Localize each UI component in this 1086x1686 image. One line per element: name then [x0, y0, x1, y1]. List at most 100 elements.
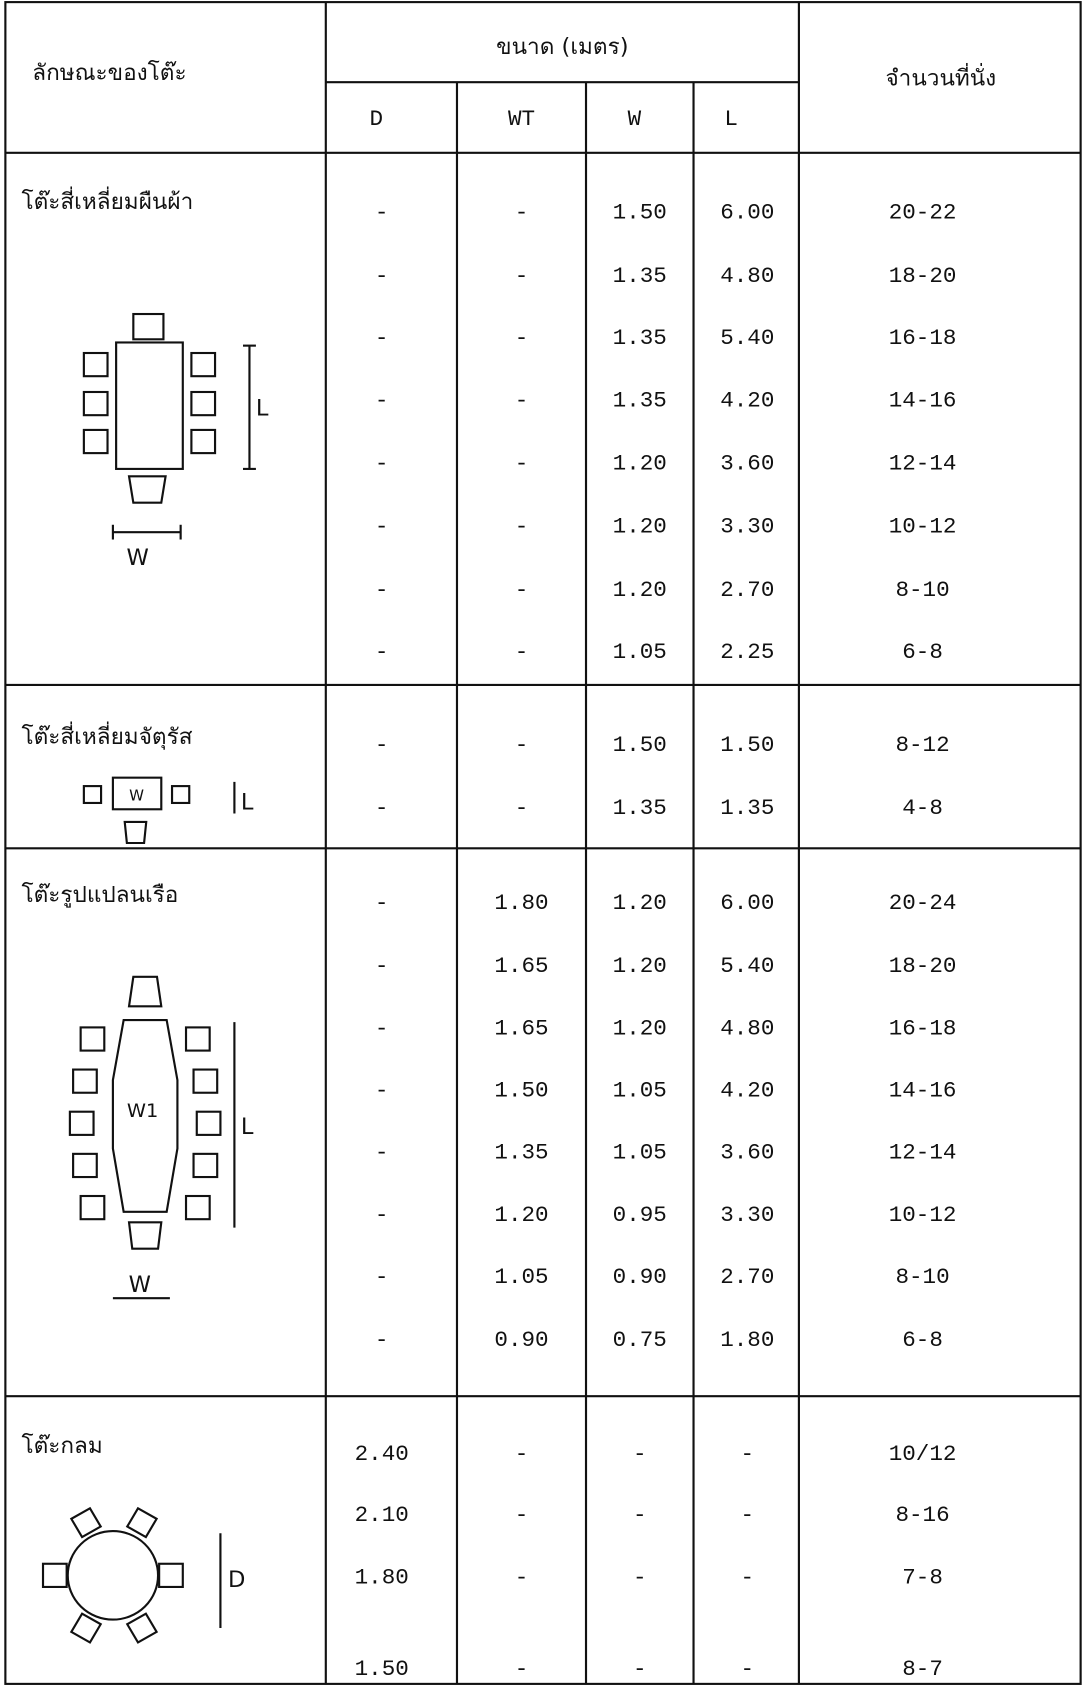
table-cell: 4.80: [720, 1015, 774, 1041]
column-header: W: [628, 106, 642, 132]
table-cell: 1.65: [494, 1015, 548, 1041]
table-cell: -: [633, 1502, 647, 1528]
table-cell: -: [515, 200, 529, 226]
table-cell: -: [633, 1656, 647, 1682]
table-cell: -: [375, 639, 389, 665]
table-cell: -: [375, 1140, 389, 1166]
diagram-label: W1: [127, 1099, 158, 1122]
table-cell: 8-7: [902, 1656, 943, 1682]
table-cell: 2.40: [355, 1441, 409, 1467]
table-cell: -: [375, 1078, 389, 1104]
document: ลักษณะของโต๊ะ ขนาด (เมตร) จำนวนที่นั่ง L…: [0, 0, 1086, 1686]
table-cell: -: [375, 1327, 389, 1353]
table-cell: 0.90: [494, 1327, 548, 1353]
table-cell: -: [375, 890, 389, 916]
table-cell: 1.80: [355, 1565, 409, 1591]
table-cell: -: [515, 732, 529, 758]
table-cell: 10-12: [889, 514, 957, 540]
table-cell: 1.35: [613, 325, 667, 351]
table-cell: 2.70: [720, 577, 774, 603]
table-cell: 8-10: [895, 1264, 949, 1290]
table-cell: 1.80: [494, 890, 548, 916]
table-cell: -: [375, 795, 389, 821]
table-cell: -: [375, 451, 389, 477]
table-cell: 4.20: [720, 1078, 774, 1104]
header-seats: จำนวนที่นั่ง: [885, 63, 996, 92]
table-cell: 1.50: [355, 1656, 409, 1682]
diagram-label: L: [241, 790, 254, 816]
table-cell: 1.50: [720, 732, 774, 758]
diagram-round: D: [43, 1508, 245, 1642]
table-cell: 8-16: [895, 1502, 949, 1528]
table-cell: -: [515, 514, 529, 540]
diagram-rectangular: L W: [84, 314, 269, 571]
table-cell: -: [515, 1502, 529, 1528]
table-cell: 4.80: [720, 263, 774, 289]
table-cell: 1.65: [494, 953, 548, 979]
diagram-label: D: [228, 1567, 245, 1593]
table-cell: 8-10: [895, 577, 949, 603]
table-cell: 1.35: [720, 795, 774, 821]
table-cell: 1.20: [613, 451, 667, 477]
table-cell: 2.70: [720, 1264, 774, 1290]
table-cell: 1.05: [613, 1078, 667, 1104]
table-cell: 1.20: [613, 577, 667, 603]
table-cell: -: [741, 1441, 755, 1467]
table-cell: -: [515, 639, 529, 665]
header-size-group: ขนาด (เมตร): [496, 34, 628, 60]
column-header: WT: [508, 106, 535, 132]
table-cell: 12-14: [889, 1140, 957, 1166]
table-cell: 2.25: [720, 639, 774, 665]
table-cell: 8-12: [895, 732, 949, 758]
table-cell: 3.60: [720, 451, 774, 477]
table-cell: -: [633, 1565, 647, 1591]
table-cell: 3.30: [720, 1202, 774, 1228]
table-cell: 1.20: [613, 1015, 667, 1041]
table-cell: 18-20: [889, 263, 957, 289]
table-cell: -: [515, 577, 529, 603]
table-cell: -: [633, 1441, 647, 1467]
table-cell: 6-8: [902, 639, 943, 665]
table-grid: [5, 2, 1080, 1684]
table-cell: 1.20: [613, 953, 667, 979]
header-feature: ลักษณะของโต๊ะ: [32, 60, 186, 86]
table-cell: -: [515, 263, 529, 289]
table-cell: 0.90: [613, 1264, 667, 1290]
table-cell: -: [515, 325, 529, 351]
diagram-label: L: [241, 1114, 254, 1140]
table-cell: 16-18: [889, 1015, 957, 1041]
table-cell: 12-14: [889, 451, 957, 477]
table-cell: 6.00: [720, 890, 774, 916]
table-cell: -: [515, 1565, 529, 1591]
table-cell: -: [375, 577, 389, 603]
table-cell: 18-20: [889, 953, 957, 979]
table-cell: 20-24: [889, 890, 957, 916]
table-cell: -: [375, 387, 389, 413]
table-cell: 1.05: [494, 1264, 548, 1290]
column-header: L: [724, 106, 738, 132]
section-name: โต๊ะสี่เหลี่ยมผืนผ้า: [22, 186, 194, 215]
table-cell: 14-16: [889, 387, 957, 413]
table-cell: -: [515, 1656, 529, 1682]
table-cell: -: [375, 1264, 389, 1290]
table-cell: 1.05: [613, 1140, 667, 1166]
table-cell: 1.20: [613, 890, 667, 916]
diagram-label: W: [129, 787, 144, 805]
table-cell: -: [375, 200, 389, 226]
table-cell: 7-8: [902, 1565, 943, 1591]
table-cell: 1.35: [613, 795, 667, 821]
section-name: โต๊ะกลม: [22, 1433, 103, 1459]
table-cell: 10/12: [889, 1441, 957, 1467]
table-cell: 1.35: [613, 387, 667, 413]
table-cell: -: [375, 263, 389, 289]
table-cell: -: [375, 1015, 389, 1041]
table-cell: 0.75: [613, 1327, 667, 1353]
table-cell: 1.35: [494, 1140, 548, 1166]
table-cell: 1.35: [613, 263, 667, 289]
table-cell: -: [515, 387, 529, 413]
table-cell: 1.50: [494, 1078, 548, 1104]
table-cell: 20-22: [889, 200, 957, 226]
table-cell: -: [515, 1441, 529, 1467]
section-name: โต๊ะรูปแปลนเรือ: [22, 882, 179, 908]
table-cell: 4-8: [902, 795, 943, 821]
